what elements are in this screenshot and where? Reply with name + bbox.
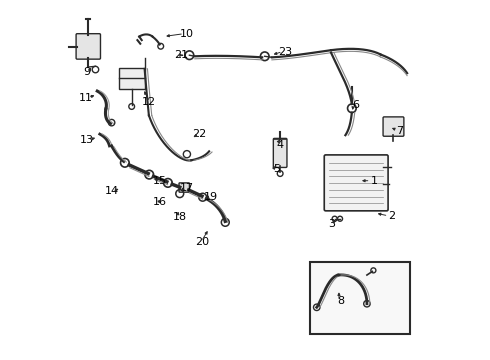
Text: 16: 16 [153,197,167,207]
Text: 21: 21 [174,50,188,60]
Text: 12: 12 [142,97,156,107]
Bar [310,262,410,334]
Text: 1: 1 [371,176,378,186]
Text: 8: 8 [338,296,344,306]
FancyBboxPatch shape [383,117,404,136]
Text: 23: 23 [278,46,292,57]
Text: 4: 4 [276,140,284,150]
Text: 15: 15 [153,176,167,186]
FancyBboxPatch shape [179,183,190,192]
Text: 11: 11 [78,93,93,103]
Text: 17: 17 [180,183,194,193]
FancyBboxPatch shape [273,138,287,167]
Text: 14: 14 [104,186,119,197]
Text: 13: 13 [79,135,94,145]
Text: 6: 6 [353,100,360,111]
Text: 3: 3 [328,219,335,229]
Text: 20: 20 [196,237,210,247]
Text: 5: 5 [273,164,280,174]
Text: 9: 9 [83,67,90,77]
Text: 18: 18 [172,212,187,221]
Text: 22: 22 [192,129,206,139]
Text: 19: 19 [204,192,218,202]
Text: 10: 10 [180,29,194,39]
Text: 7: 7 [396,126,403,135]
FancyBboxPatch shape [324,155,388,211]
FancyBboxPatch shape [76,34,100,59]
Bar [119,68,145,89]
Text: 2: 2 [389,211,395,221]
